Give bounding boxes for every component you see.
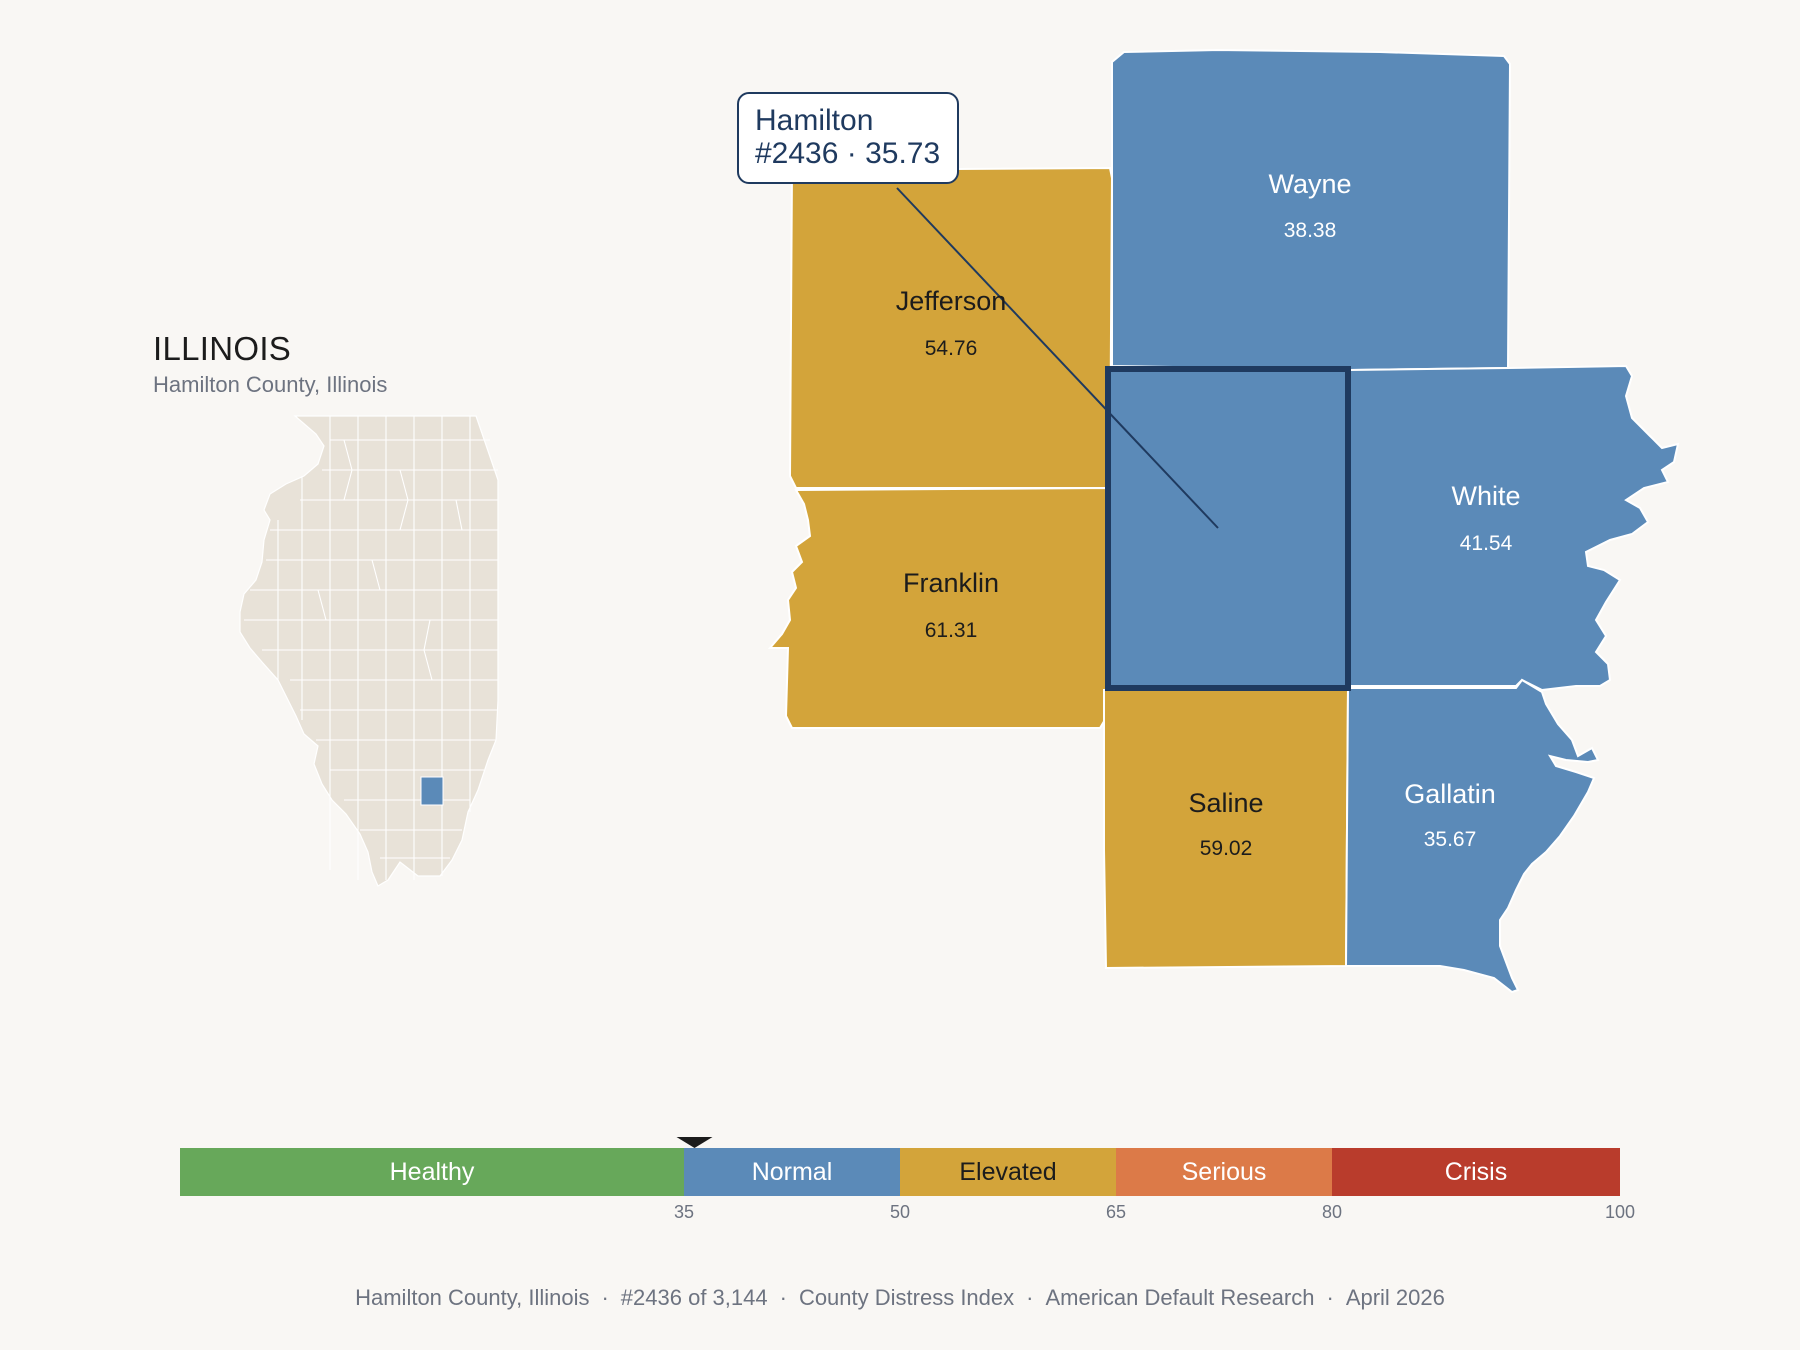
- legend-label-elevated: Elevated: [959, 1158, 1056, 1186]
- county-value-gallatin: 35.67: [1424, 828, 1477, 851]
- legend-tick-label: 50: [890, 1202, 910, 1222]
- state-subtitle: Hamilton County, Illinois: [153, 372, 388, 397]
- state-title: ILLINOIS: [153, 330, 292, 367]
- county-callout: Hamilton #2436 · 35.73: [737, 92, 959, 184]
- county-name-wayne: Wayne: [1268, 169, 1351, 199]
- county-name-gallatin: Gallatin: [1404, 779, 1496, 809]
- county-value-wayne: 38.38: [1284, 219, 1337, 242]
- legend-scale: Healthy Normal Elevated Serious Crisis 35 50 65…: [180, 1137, 1635, 1222]
- callout-rank-value: #2436 · 35.73: [755, 137, 941, 170]
- footer-rank: #2436 of 3,144: [620, 1285, 768, 1310]
- county-name-franklin: Franklin: [903, 568, 999, 598]
- footer-separator: ·: [1326, 1285, 1334, 1310]
- legend-tick-label: 35: [674, 1202, 694, 1222]
- county-gallatin[interactable]: [1344, 678, 1600, 994]
- legend-marker-icon: [676, 1137, 713, 1148]
- footer-credits: Hamilton County, Illinois · #2436 of 3,144…: [0, 1285, 1800, 1311]
- footer-separator: ·: [601, 1285, 609, 1310]
- county-labels: Jefferson 54.76 Franklin 61.31 Wayne 38.…: [896, 169, 1521, 860]
- footer-separator: ·: [779, 1285, 787, 1310]
- county-white[interactable]: [1344, 364, 1680, 692]
- callout-leader-line: [896, 187, 1219, 529]
- legend-label-crisis: Crisis: [1445, 1158, 1508, 1186]
- county-grid-lines: [244, 416, 498, 880]
- county-value-white: 41.54: [1460, 532, 1513, 555]
- legend-band-crisis: [1332, 1148, 1620, 1196]
- footer-source: American Default Research: [1045, 1285, 1315, 1310]
- legend-band-healthy: [180, 1148, 684, 1196]
- county-wayne[interactable]: [1111, 48, 1512, 372]
- county-name-jefferson: Jefferson: [896, 286, 1007, 316]
- county-saline[interactable]: [1103, 689, 1350, 970]
- county-name-white: White: [1451, 481, 1520, 511]
- county-value-jefferson: 54.76: [925, 337, 978, 360]
- county-hamilton[interactable]: [1106, 368, 1350, 690]
- county-franklin[interactable]: [767, 486, 1107, 729]
- footer-date: April 2026: [1345, 1285, 1445, 1310]
- legend-tick-label: 100: [1605, 1202, 1635, 1222]
- legend-band-normal: [684, 1148, 900, 1196]
- state-locator-map: [239, 415, 499, 887]
- hamilton-locator-marker: [420, 776, 444, 806]
- footer-separator: ·: [1026, 1285, 1034, 1310]
- legend-label-normal: Normal: [752, 1158, 833, 1186]
- footer-index-name: County Distress Index: [798, 1285, 1015, 1310]
- callout-county-name: Hamilton: [755, 104, 874, 137]
- legend-label-healthy: Healthy: [390, 1158, 475, 1186]
- footer-county: Hamilton County, Illinois: [355, 1285, 590, 1310]
- illinois-shape: [239, 415, 499, 887]
- selected-county-outline: [1105, 366, 1351, 691]
- county-jefferson[interactable]: [788, 166, 1114, 489]
- county-value-saline: 59.02: [1200, 837, 1253, 860]
- county-name-saline: Saline: [1188, 788, 1263, 818]
- regional-map: [767, 48, 1680, 994]
- legend-band-serious: [1116, 1148, 1332, 1196]
- legend-band-elevated: [900, 1148, 1116, 1196]
- legend-tick-label: 65: [1106, 1202, 1126, 1222]
- county-value-franklin: 61.31: [925, 619, 978, 642]
- legend-label-serious: Serious: [1182, 1158, 1267, 1186]
- legend-tick-label: 80: [1322, 1202, 1342, 1222]
